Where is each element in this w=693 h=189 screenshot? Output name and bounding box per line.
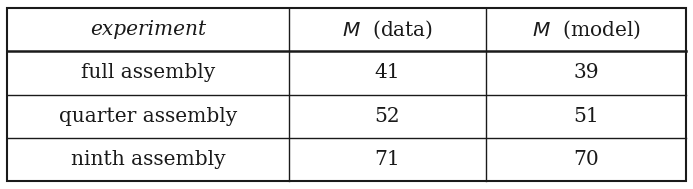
Text: 52: 52 — [374, 107, 400, 126]
Text: 41: 41 — [374, 63, 400, 82]
Text: 39: 39 — [573, 63, 599, 82]
Text: 51: 51 — [573, 107, 599, 126]
Text: quarter assembly: quarter assembly — [59, 107, 237, 126]
Text: 71: 71 — [374, 150, 400, 169]
Text: full assembly: full assembly — [80, 63, 215, 82]
Text: $\mathit{M}$  (model): $\mathit{M}$ (model) — [532, 18, 640, 40]
Text: experiment: experiment — [90, 20, 206, 39]
Text: ninth assembly: ninth assembly — [71, 150, 225, 169]
Text: $\mathit{M}$  (data): $\mathit{M}$ (data) — [342, 18, 433, 40]
Text: 70: 70 — [573, 150, 599, 169]
